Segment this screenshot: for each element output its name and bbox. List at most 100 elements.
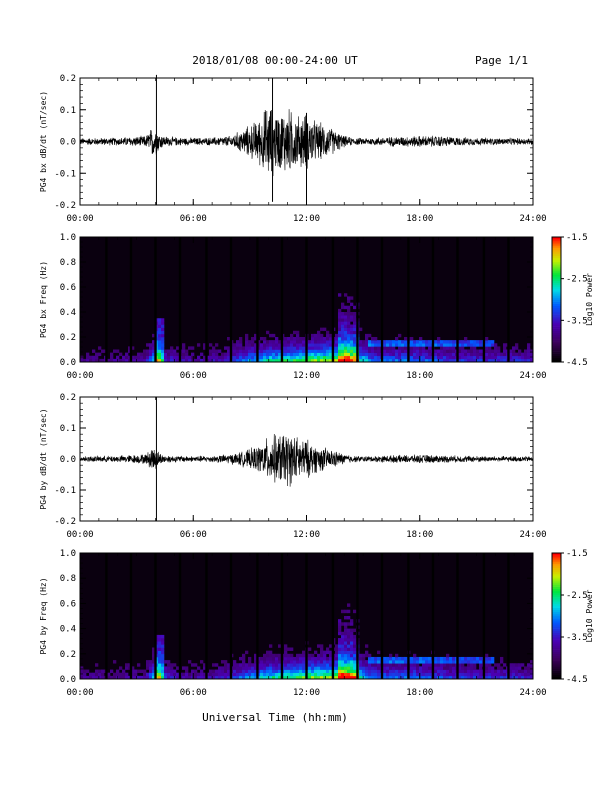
spectrogram-cell bbox=[239, 355, 243, 360]
spectrogram-cell bbox=[245, 669, 249, 673]
spectrogram-cell bbox=[221, 352, 225, 357]
spectrogram-cell bbox=[320, 647, 324, 651]
spectrogram-cell bbox=[326, 669, 330, 673]
spectrogram-cell bbox=[395, 337, 399, 341]
spectrogram-cell bbox=[434, 669, 438, 673]
spectrogram-cell bbox=[371, 663, 375, 667]
spectrogram-cell bbox=[299, 340, 303, 344]
spectrogram-cell bbox=[272, 672, 276, 677]
spectrogram-cell bbox=[413, 653, 417, 658]
spectrogram-cell bbox=[284, 675, 288, 680]
spectrogram-cell bbox=[428, 340, 432, 344]
spectrogram-cell bbox=[293, 346, 297, 350]
spectrogram-cell bbox=[167, 666, 171, 670]
spectrogram-cell bbox=[317, 330, 321, 335]
spectrogram-cell bbox=[143, 358, 147, 363]
colorbar-swatch bbox=[552, 595, 561, 598]
spectrogram-cell bbox=[239, 343, 243, 347]
spectrogram-cell bbox=[263, 352, 267, 357]
spectrogram-cell bbox=[350, 622, 354, 626]
spectrogram-cell bbox=[512, 349, 516, 353]
colorbar-swatch bbox=[552, 274, 561, 277]
spectrogram-cell bbox=[386, 358, 390, 363]
colorbar-swatch bbox=[552, 647, 561, 650]
spectrogram-cell bbox=[428, 666, 432, 670]
spectrogram-cell bbox=[161, 656, 165, 661]
spectrogram-cell bbox=[311, 660, 315, 664]
spectrogram-cell bbox=[347, 352, 351, 357]
spectrogram-cell bbox=[167, 663, 171, 667]
spectrogram-cell bbox=[518, 669, 522, 673]
spectrogram-cell bbox=[341, 660, 345, 664]
spectrogram-cell bbox=[437, 340, 441, 344]
spectrogram-cell bbox=[320, 663, 324, 667]
x-axis-label: Universal Time (hh:mm) bbox=[202, 711, 348, 724]
spectrogram-cell bbox=[452, 346, 456, 350]
spectrogram-cell bbox=[479, 355, 483, 360]
spectrogram-cell bbox=[410, 666, 414, 670]
spectrogram-cell bbox=[323, 327, 327, 332]
spectrogram-cell bbox=[518, 672, 522, 677]
spectrogram-cell bbox=[515, 343, 519, 347]
spectrogram-cell bbox=[347, 660, 351, 664]
spectrogram-cell bbox=[128, 355, 132, 360]
spectrogram-cell bbox=[164, 349, 168, 353]
spectrogram-cell bbox=[521, 355, 525, 360]
spectrogram-cell bbox=[395, 675, 399, 680]
spectrogram-cell bbox=[317, 355, 321, 360]
spectrogram-cell bbox=[389, 352, 393, 357]
spectrogram-cell bbox=[203, 672, 207, 677]
spectrogram-cell bbox=[371, 675, 375, 680]
spectrogram-cell bbox=[86, 352, 90, 357]
spectrogram-cell bbox=[515, 669, 519, 673]
spectrogram-cell bbox=[317, 346, 321, 350]
colorbar-swatch bbox=[552, 557, 561, 560]
spectrogram-cell bbox=[347, 330, 351, 335]
colorbar-swatch bbox=[552, 676, 561, 680]
spectrogram-cell bbox=[266, 355, 270, 360]
spectrogram-cell bbox=[293, 656, 297, 661]
spectrogram-cell bbox=[419, 343, 423, 347]
spectrogram-cell bbox=[194, 358, 198, 363]
spectrogram-cell bbox=[467, 660, 471, 664]
spectrogram-cell bbox=[479, 666, 483, 670]
panel-frame bbox=[79, 236, 534, 363]
spectrogram-cell bbox=[146, 352, 150, 357]
spectrogram-cell bbox=[161, 669, 165, 673]
spectrogram-cell bbox=[95, 355, 99, 360]
colorbar-frame bbox=[551, 236, 562, 363]
spectrogram-cell bbox=[452, 340, 456, 344]
spectrogram-cell bbox=[254, 355, 258, 360]
spectrogram-cell bbox=[359, 340, 363, 344]
spectrogram-cell bbox=[494, 346, 498, 350]
spectrogram-cell bbox=[359, 663, 363, 667]
spectrogram-cell bbox=[167, 660, 171, 664]
spectrogram-cell bbox=[92, 672, 96, 677]
spectrogram-cell bbox=[338, 321, 342, 325]
spectrogram-cell bbox=[221, 675, 225, 680]
spectrogram-cell bbox=[302, 653, 306, 658]
spectrogram-cell bbox=[440, 346, 444, 350]
spectrogram-cell bbox=[350, 675, 354, 680]
page-indicator: Page 1/1 bbox=[475, 54, 528, 67]
spectrogram-cell bbox=[269, 660, 273, 664]
spectrogram-cell bbox=[284, 672, 288, 677]
spectrogram-cell bbox=[182, 346, 186, 350]
spectrogram-cell bbox=[371, 355, 375, 360]
spectrogram-cell bbox=[485, 352, 489, 357]
spectrogram-cell bbox=[215, 675, 219, 680]
spectrogram-cell bbox=[341, 305, 345, 310]
spectrogram-cell bbox=[299, 666, 303, 670]
y-tick-label: 0.0 bbox=[60, 358, 76, 368]
spectrogram-cell bbox=[524, 669, 528, 673]
spectrogram-cell bbox=[395, 340, 399, 344]
spectrogram-cell bbox=[278, 675, 282, 680]
spectrogram-cell bbox=[236, 355, 240, 360]
spectrogram-cell bbox=[275, 349, 279, 353]
spectrogram-cell bbox=[251, 349, 255, 353]
spectrogram-cell bbox=[350, 638, 354, 642]
spectrogram-cell bbox=[284, 650, 288, 655]
spectrogram-cell bbox=[341, 327, 345, 332]
spectrogram-cell bbox=[503, 346, 507, 350]
spectrogram-cell bbox=[404, 352, 408, 357]
